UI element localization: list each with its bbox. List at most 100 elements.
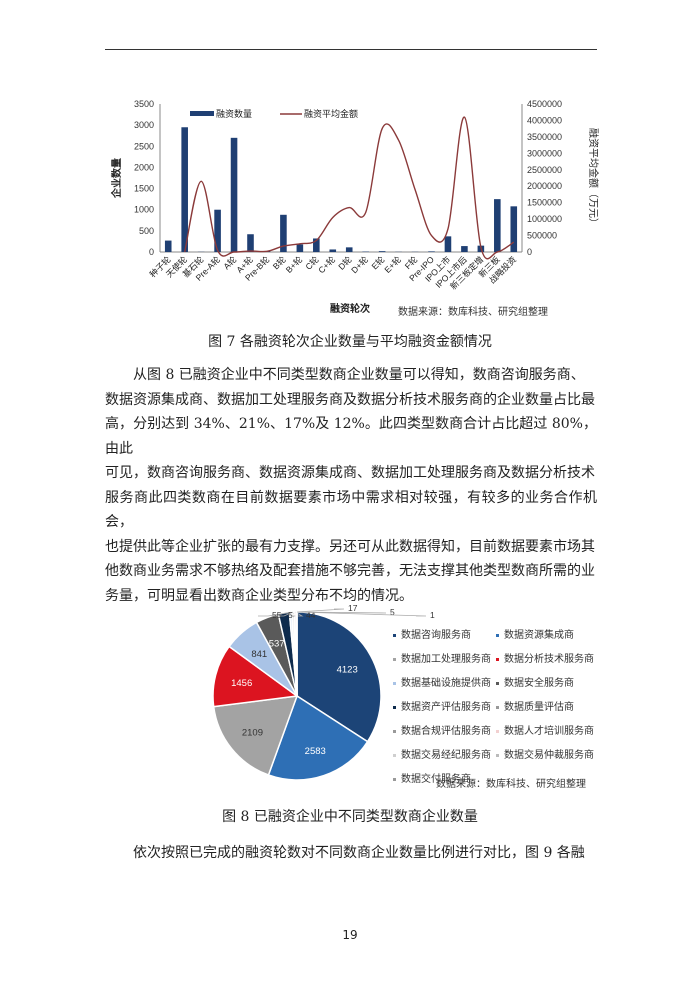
y2-tick-label: 500000 [527, 231, 557, 241]
bar [461, 246, 468, 252]
x-tick-label: D+轮 [349, 254, 370, 275]
legend-swatch [496, 633, 499, 637]
pie-callout-label: 53 [288, 610, 298, 620]
legend-swatch [496, 753, 499, 757]
y-tick-label: 3500 [134, 99, 154, 109]
bar [494, 199, 501, 252]
y2-tick-label: 2000000 [527, 181, 562, 191]
y-tick-label: 2000 [134, 162, 154, 172]
pie-slice-label: 2109 [242, 728, 263, 739]
legend-item: 数据质量评估商 [496, 698, 603, 713]
legend-bar-swatch [190, 111, 214, 116]
y2-axis-title: 融资平均金额（万元） [587, 128, 600, 228]
legend-label: 数据加工处理服务商 [401, 654, 491, 665]
y-tick-label: 0 [149, 247, 154, 257]
legend-label: 数据资源集成商 [504, 630, 574, 641]
bar [313, 238, 320, 252]
text-line: 高，分别达到 34%、21%、17%及 12%。此四类型数商合计占比超过 80%… [105, 416, 597, 457]
bar [444, 236, 452, 252]
legend-swatch [393, 705, 396, 709]
pie-slice-label: 2583 [305, 746, 326, 757]
bar [230, 137, 238, 252]
legend-label: 数据交易仲裁服务商 [504, 750, 594, 761]
text-line: 务量，可明显看出数商企业类型分布不均的情况。 [105, 587, 413, 604]
page-number: 19 [342, 928, 358, 942]
y2-tick-label: 1500000 [527, 198, 562, 208]
legend-swatch [496, 729, 499, 733]
legend-item: 数据人才培训服务商 [496, 722, 603, 737]
pie-callout-label: 55 [272, 610, 282, 620]
pie-leader-line [296, 611, 427, 617]
y2-tick-label: 0 [527, 247, 532, 257]
legend-item: 数据加工处理服务商 [393, 650, 496, 665]
bar [296, 244, 304, 252]
legend-bar-label: 融资数量 [216, 108, 252, 119]
y-tick-label: 2500 [134, 141, 154, 151]
x-tick-label: C+轮 [316, 254, 337, 275]
legend-label: 数据咨询服务商 [401, 630, 471, 641]
y2-tick-label: 3500000 [527, 132, 562, 142]
text-line: 他数商业务需求不够热络及配套措施不够完善，无法支撑其他类型数商所需的业 [105, 563, 595, 579]
pie-callout-label: 17 [348, 603, 358, 613]
fig7-source: 数据来源：数库科技、研究组整理 [398, 307, 548, 318]
fig8-source: 数据来源：数库科技、研究组整理 [436, 779, 586, 790]
y-tick-label: 500 [139, 226, 154, 236]
legend-swatch [496, 657, 499, 661]
pie-slice [212, 695, 299, 776]
x-axis-title: 融资轮次 [330, 302, 370, 315]
pie-slice-label: 537 [269, 639, 285, 650]
bar [164, 240, 172, 252]
y2-tick-label: 3000000 [527, 148, 562, 158]
legend-swatch [393, 777, 396, 781]
pie-callout-label: 5 [390, 607, 395, 617]
legend-line-label: 融资平均金额 [304, 108, 358, 119]
paragraph-1: 从图 8 已融资企业中不同类型数商企业数量可以得知，数商咨询服务商、 数据资源集… [105, 363, 597, 608]
funding-rounds-chart: 0 500 1000 1500 2000 2500 3000 3500 0 500000 10000… [110, 99, 600, 315]
legend-swatch [393, 633, 396, 637]
bar [378, 251, 386, 252]
bar [329, 249, 337, 252]
fig8-caption: 图 8 已融资企业中不同类型数商企业数量 [222, 809, 478, 825]
legend-item: 数据交易经纪服务商 [393, 746, 496, 761]
bar [345, 247, 353, 252]
paragraph-2: 依次按照已完成的融资轮数对不同数商企业数量比例进行对比，图 9 各融 [133, 845, 585, 861]
legend-label: 数据分析技术服务商 [504, 654, 594, 665]
legend-swatch [496, 681, 499, 685]
text-line: 服务商此四类数商在目前数据要素市场中需求相对较强，有较多的业务合作机会， [105, 489, 597, 531]
y-axis-title: 企业数量 [110, 158, 123, 199]
legend-label: 数据合规评估服务商 [401, 726, 491, 737]
pie-slice-label: 841 [251, 649, 267, 660]
pie-leader-line [296, 608, 345, 613]
legend-label: 数据人才培训服务商 [504, 726, 594, 737]
legend-label: 数据安全服务商 [504, 678, 574, 689]
legend-label: 数据资产评估服务商 [401, 702, 491, 713]
text-line: 可见，数商咨询服务商、数据资源集成商、数据加工处理服务商及数据分析技术 [105, 465, 595, 481]
x-tick-label: E+轮 [382, 254, 403, 275]
text-line: 数据资源集成商、数据加工处理服务商及数据分析技术服务商的企业数量占比最 [105, 391, 595, 408]
bar [247, 234, 254, 252]
legend-label: 数据交付服务商 [401, 774, 471, 785]
pie-leader-line [274, 611, 294, 617]
legend-swatch [393, 729, 396, 733]
pie-slice [212, 645, 299, 708]
legend-swatch [496, 705, 499, 709]
y-tick-label: 1500 [134, 184, 154, 194]
legend-item: 数据基础设施提供商 [393, 674, 496, 689]
legend-swatch [393, 753, 396, 757]
bar [428, 251, 435, 252]
bar [280, 214, 287, 252]
legend-item: 数据交付服务商 [393, 770, 496, 785]
bar [181, 127, 188, 252]
legend-item: 数据交易仲裁服务商 [496, 746, 603, 761]
text-line: 从图 8 已融资企业中不同类型数商企业数量可以得知，数商咨询服务商、 [133, 367, 585, 383]
y-tick-label: 1000 [134, 205, 154, 215]
pie-leader-line [258, 611, 291, 617]
y2-tick-label: 4500000 [527, 99, 562, 109]
pie-slice [267, 694, 369, 781]
legend-label: 数据基础设施提供商 [401, 678, 491, 689]
legend-item: 数据资源集成商 [496, 626, 603, 641]
legend-swatch [393, 657, 396, 661]
y2-tick-label: 1000000 [527, 214, 562, 224]
